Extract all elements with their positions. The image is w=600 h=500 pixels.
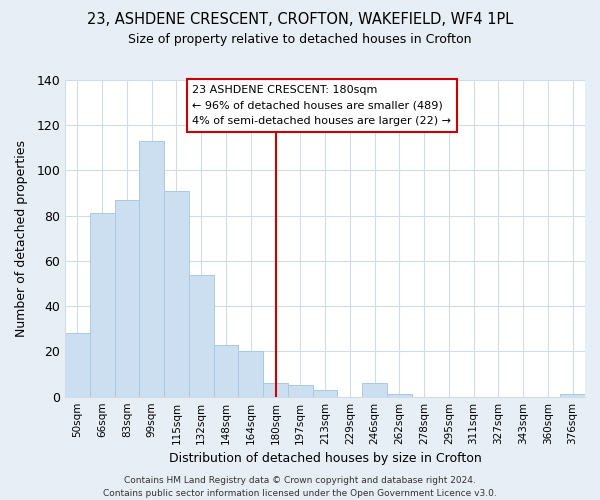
Bar xyxy=(214,344,238,397)
Bar xyxy=(164,191,189,396)
Bar xyxy=(313,390,337,396)
Bar xyxy=(560,394,585,396)
Y-axis label: Number of detached properties: Number of detached properties xyxy=(15,140,28,337)
Text: Size of property relative to detached houses in Crofton: Size of property relative to detached ho… xyxy=(128,32,472,46)
Bar xyxy=(65,334,90,396)
Text: 23 ASHDENE CRESCENT: 180sqm
← 96% of detached houses are smaller (489)
4% of sem: 23 ASHDENE CRESCENT: 180sqm ← 96% of det… xyxy=(193,85,451,126)
Bar xyxy=(238,352,263,397)
Bar xyxy=(362,383,387,396)
Text: Contains HM Land Registry data © Crown copyright and database right 2024.
Contai: Contains HM Land Registry data © Crown c… xyxy=(103,476,497,498)
Bar xyxy=(189,274,214,396)
Bar xyxy=(288,386,313,396)
Bar xyxy=(263,383,288,396)
Bar xyxy=(387,394,412,396)
Bar xyxy=(139,141,164,397)
Bar xyxy=(115,200,139,396)
X-axis label: Distribution of detached houses by size in Crofton: Distribution of detached houses by size … xyxy=(169,452,481,465)
Bar xyxy=(90,214,115,396)
Text: 23, ASHDENE CRESCENT, CROFTON, WAKEFIELD, WF4 1PL: 23, ASHDENE CRESCENT, CROFTON, WAKEFIELD… xyxy=(87,12,513,28)
